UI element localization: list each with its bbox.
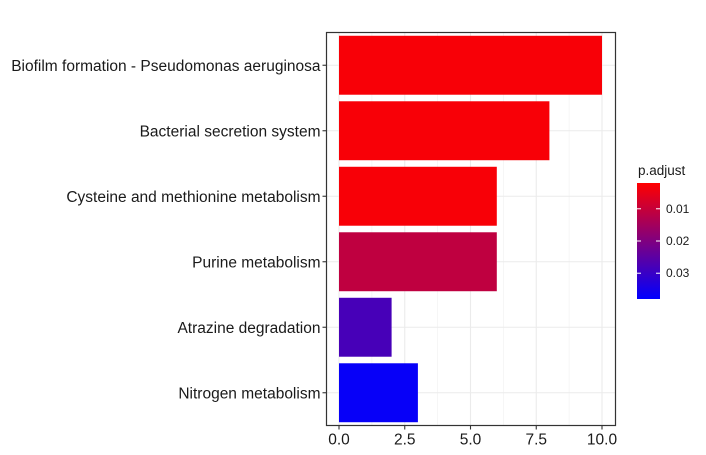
y-axis: Biofilm formation - Pseudomonas aerugino… xyxy=(11,58,327,402)
legend-tick-label: 0.01 xyxy=(666,202,690,216)
legend-tick-label: 0.03 xyxy=(666,266,690,280)
bar-cysteine-and-methionine-metabolism xyxy=(339,166,497,226)
legend-ticks: 0.01 0.02 0.03 xyxy=(637,202,690,280)
y-tick-label: Atrazine degradation xyxy=(177,320,320,337)
bar-atrazine-degradation xyxy=(339,297,392,357)
x-tick-label: 2.5 xyxy=(394,432,416,449)
legend-tick-label: 0.02 xyxy=(666,234,690,248)
x-tick-label: 0.0 xyxy=(328,432,350,449)
x-tick-label: 10.0 xyxy=(587,432,618,449)
bar-purine-metabolism xyxy=(339,232,497,292)
x-axis: 0.0 2.5 5.0 7.5 10.0 xyxy=(328,425,618,449)
x-tick-label: 7.5 xyxy=(525,432,547,449)
x-tick-label: 5.0 xyxy=(460,432,482,449)
bar-biofilm-formation-pseudomonas-aeruginosa xyxy=(339,35,602,95)
legend-title: p.adjust xyxy=(638,163,686,178)
bar-nitrogen-metabolism xyxy=(339,363,418,423)
bars xyxy=(339,35,602,423)
bar-bacterial-secretion-system xyxy=(339,101,550,161)
y-tick-label: Purine metabolism xyxy=(192,254,320,271)
y-tick-label: Cysteine and methionine metabolism xyxy=(66,189,320,206)
y-tick-label: Nitrogen metabolism xyxy=(178,385,320,402)
legend-colorbar xyxy=(637,183,660,299)
y-tick-label: Bacterial secretion system xyxy=(140,123,321,140)
y-tick-label: Biofilm formation - Pseudomonas aerugino… xyxy=(11,58,321,75)
color-legend: p.adjust 0.01 0.02 0.03 xyxy=(637,163,690,299)
